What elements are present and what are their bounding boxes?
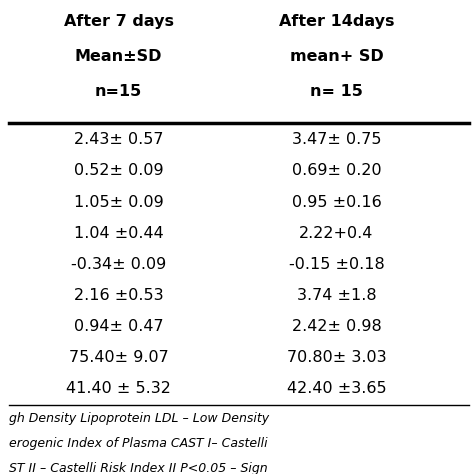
Text: 42.40 ±3.65: 42.40 ±3.65 — [287, 381, 386, 396]
Text: 70.80± 3.03: 70.80± 3.03 — [287, 350, 386, 365]
Text: 2.16 ±0.53: 2.16 ±0.53 — [73, 288, 164, 303]
Text: 2.42± 0.98: 2.42± 0.98 — [292, 319, 382, 334]
Text: 0.69± 0.20: 0.69± 0.20 — [292, 164, 382, 179]
Text: erogenic Index of Plasma CAST I– Castelli: erogenic Index of Plasma CAST I– Castell… — [9, 437, 268, 450]
Text: n=15: n=15 — [95, 84, 142, 100]
Text: 2.22+0.4: 2.22+0.4 — [300, 226, 374, 241]
Text: 0.94± 0.47: 0.94± 0.47 — [73, 319, 164, 334]
Text: gh Density Lipoprotein LDL – Low Density: gh Density Lipoprotein LDL – Low Density — [9, 412, 270, 425]
Text: n= 15: n= 15 — [310, 84, 363, 100]
Text: 0.52± 0.09: 0.52± 0.09 — [73, 164, 164, 179]
Text: 75.40± 9.07: 75.40± 9.07 — [69, 350, 168, 365]
Text: -0.15 ±0.18: -0.15 ±0.18 — [289, 257, 384, 272]
Text: 2.43± 0.57: 2.43± 0.57 — [74, 132, 163, 147]
Text: 3.47± 0.75: 3.47± 0.75 — [292, 132, 381, 147]
Text: After 7 days: After 7 days — [64, 14, 173, 29]
Text: 0.95 ±0.16: 0.95 ±0.16 — [292, 194, 382, 210]
Text: -0.34± 0.09: -0.34± 0.09 — [71, 257, 166, 272]
Text: mean+ SD: mean+ SD — [290, 49, 383, 64]
Text: ST II – Castelli Risk Index II P<0.05 – Sign: ST II – Castelli Risk Index II P<0.05 – … — [9, 462, 268, 474]
Text: 1.05± 0.09: 1.05± 0.09 — [73, 194, 164, 210]
Text: Mean±SD: Mean±SD — [75, 49, 162, 64]
Text: 3.74 ±1.8: 3.74 ±1.8 — [297, 288, 376, 303]
Text: 1.04 ±0.44: 1.04 ±0.44 — [73, 226, 164, 241]
Text: After 14days: After 14days — [279, 14, 394, 29]
Text: 41.40 ± 5.32: 41.40 ± 5.32 — [66, 381, 171, 396]
